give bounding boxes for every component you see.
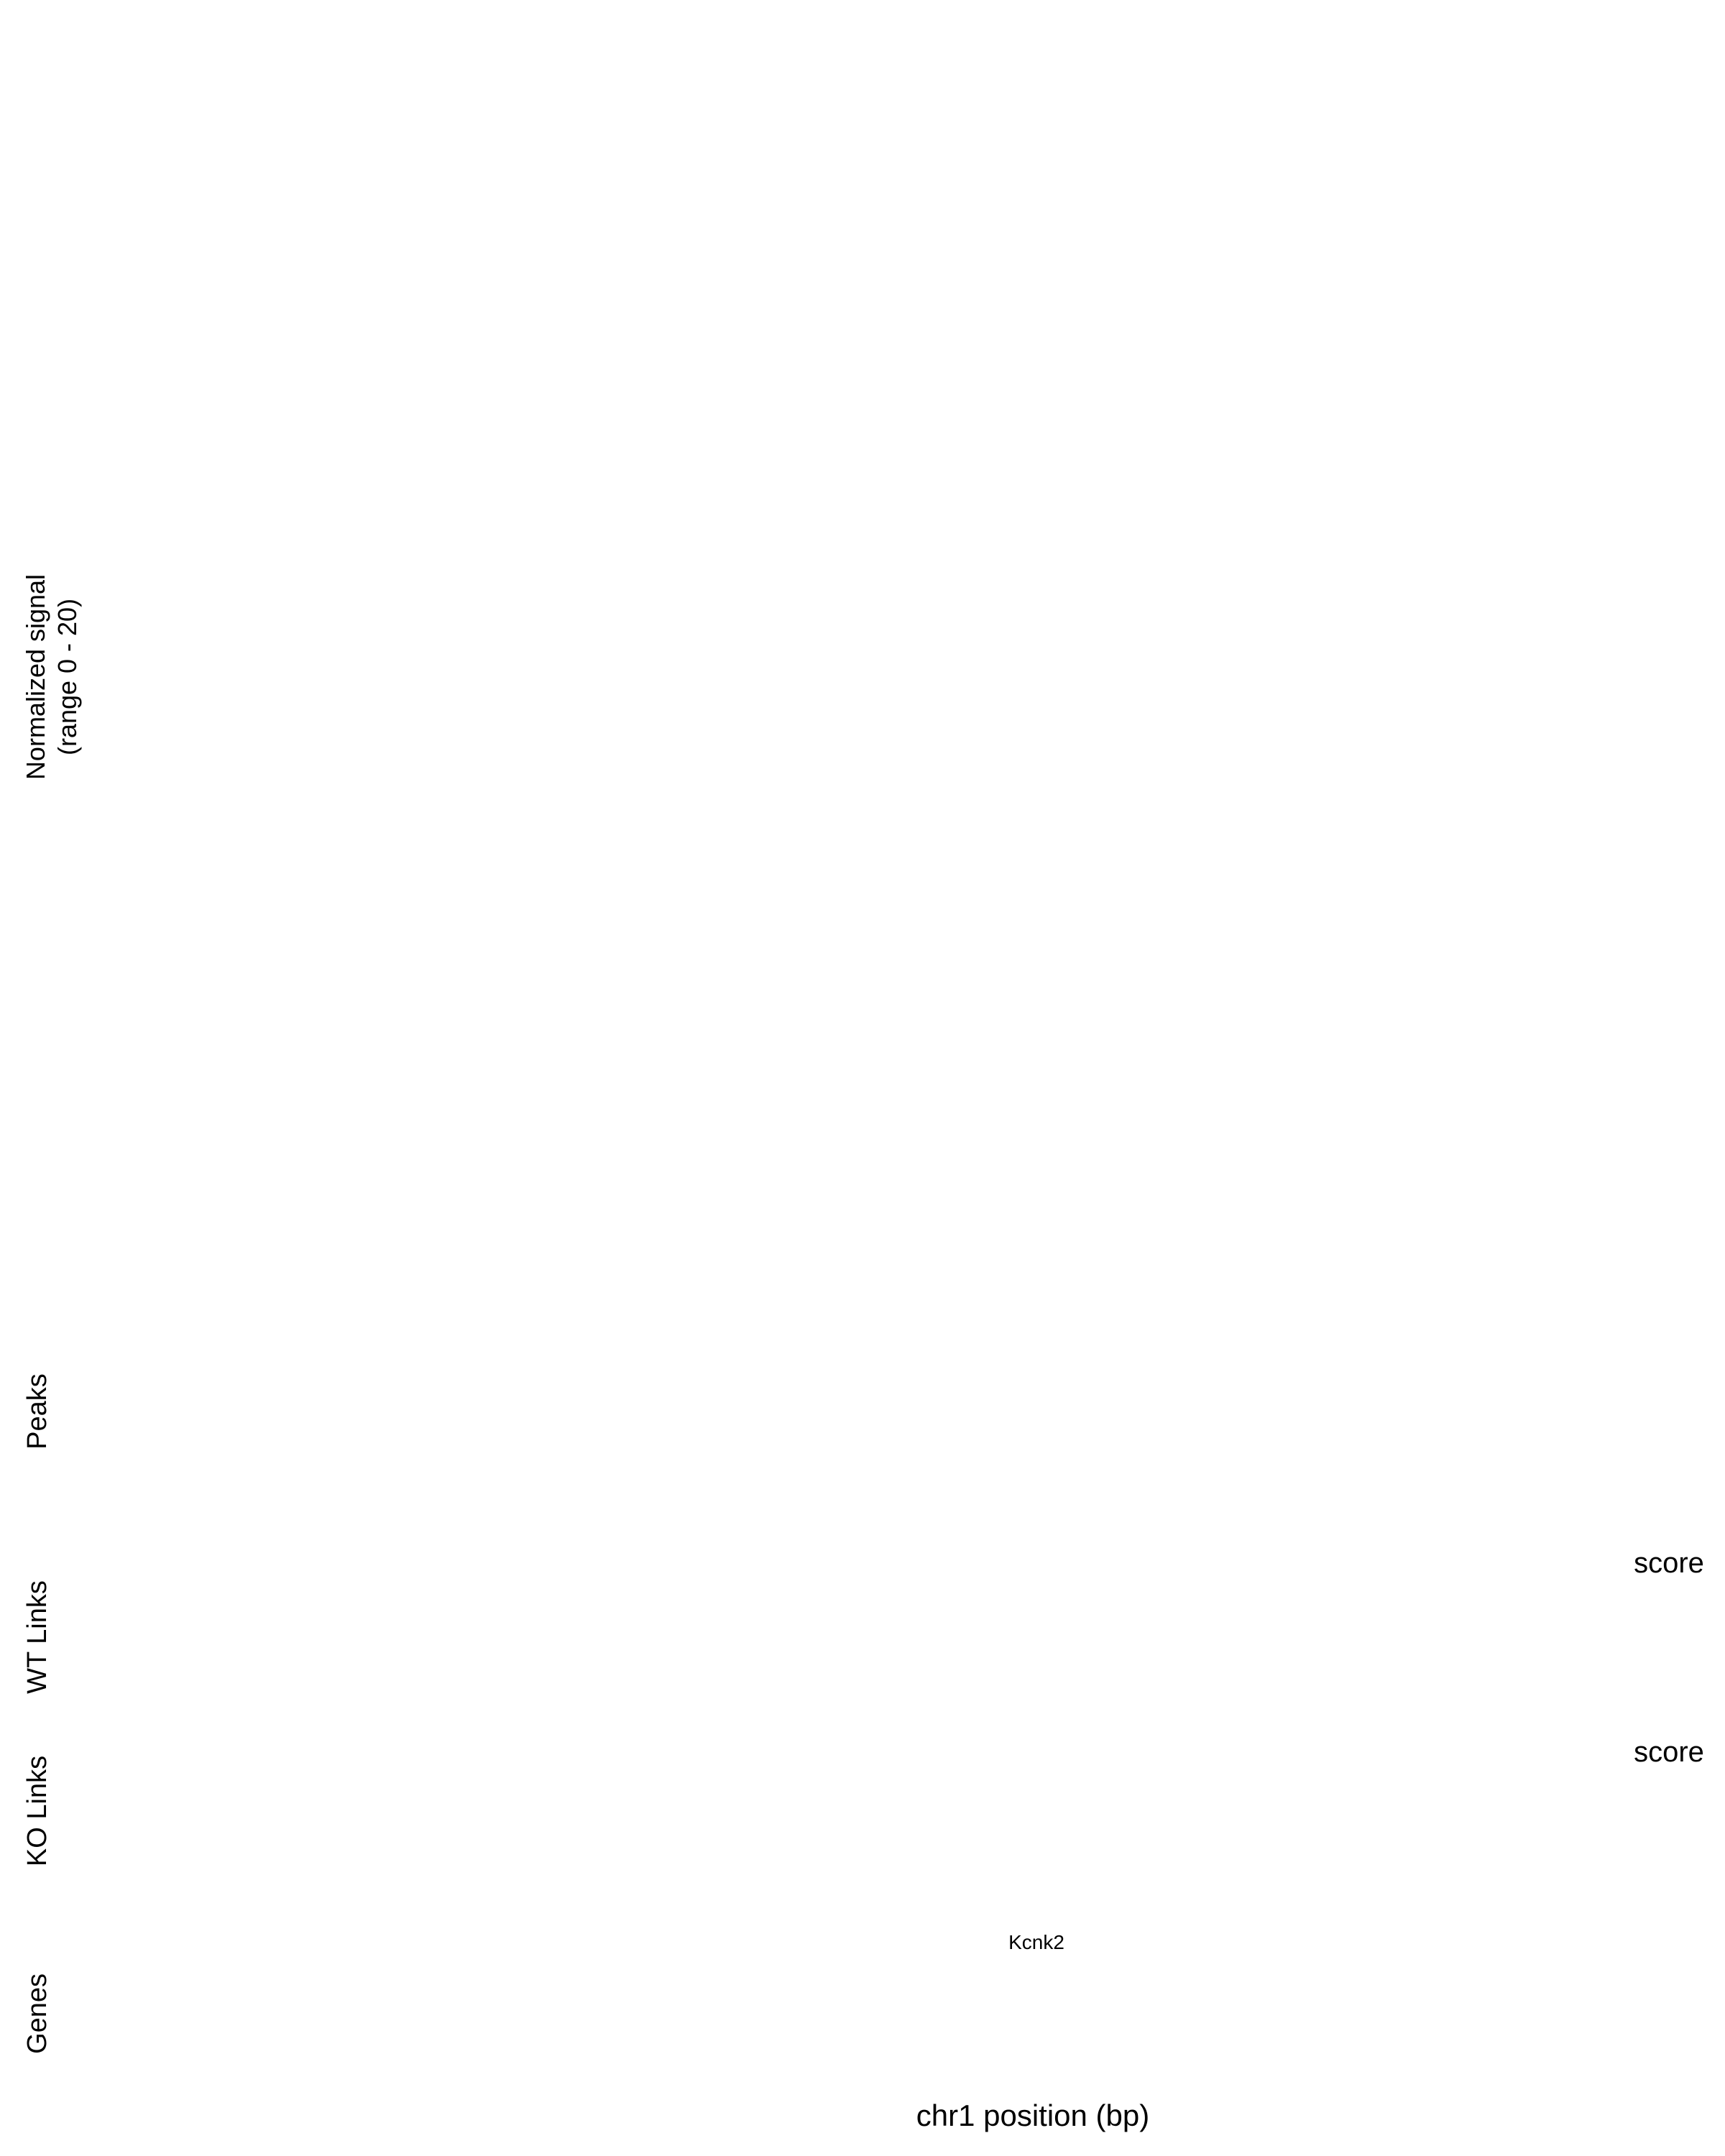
x-axis-title: chr1 position (bp) [916, 2099, 1150, 2132]
section-label-genes: Genes [22, 1973, 52, 2054]
gene-name-label: Kcnk2 [1008, 1931, 1064, 1953]
section-label-wt-links: WT Links [22, 1580, 52, 1694]
static-labels: Normalized signal (range 0 - 20) Peaks W… [21, 574, 1704, 2132]
section-label-peaks: Peaks [22, 1373, 52, 1450]
ko-links-legend-title: score [1634, 1736, 1704, 1768]
wt-links-legend-title: score [1634, 1547, 1704, 1579]
section-label-ko-links: KO Links [22, 1756, 52, 1866]
y-axis-title-line1: Normalized signal [21, 574, 50, 780]
y-axis-title-line2: (range 0 - 20) [52, 599, 82, 755]
